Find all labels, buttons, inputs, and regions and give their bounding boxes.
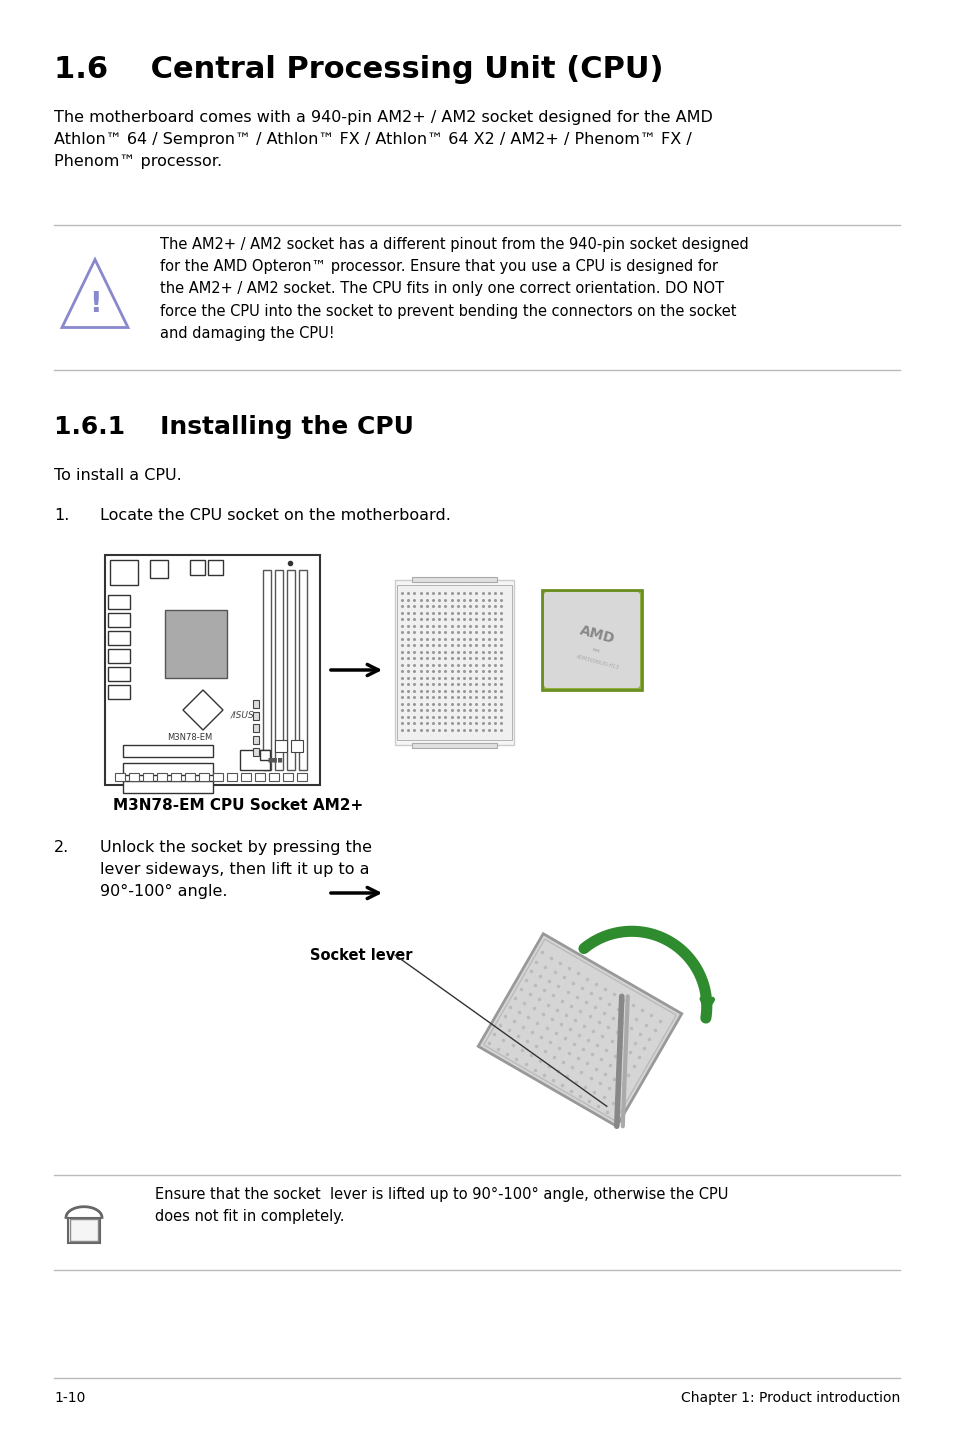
Bar [254, 774, 265, 781]
Bar [253, 723, 258, 732]
Bar [395, 580, 514, 745]
Bar [396, 585, 512, 741]
Bar [129, 774, 139, 781]
Text: AMD: AMD [578, 624, 616, 647]
Text: ■■■: ■■■ [267, 758, 283, 762]
Bar [157, 774, 167, 781]
Text: The AM2+ / AM2 socket has a different pinout from the 940-pin socket designed
fo: The AM2+ / AM2 socket has a different pi… [160, 237, 748, 341]
Bar [283, 774, 293, 781]
Bar [253, 736, 258, 743]
Bar [123, 781, 213, 792]
Text: 1.: 1. [54, 508, 70, 523]
Text: Unlock the socket by pressing the
lever sideways, then lift it up to a
90°-100° : Unlock the socket by pressing the lever … [100, 840, 372, 899]
Bar [150, 559, 168, 578]
FancyBboxPatch shape [543, 592, 639, 687]
Text: !: ! [89, 289, 101, 318]
Bar [287, 569, 294, 769]
Bar [227, 774, 236, 781]
Bar [253, 712, 258, 720]
Bar [108, 595, 130, 610]
Bar [115, 774, 125, 781]
Text: 1-10: 1-10 [54, 1391, 85, 1405]
Bar [123, 764, 213, 775]
Text: 1.6    Central Processing Unit (CPU): 1.6 Central Processing Unit (CPU) [54, 55, 662, 83]
Bar [123, 745, 213, 756]
Bar [110, 559, 138, 585]
Bar [541, 590, 641, 690]
Bar [108, 649, 130, 663]
Text: 1.6.1    Installing the CPU: 1.6.1 Installing the CPU [54, 416, 414, 439]
Text: Socket lever: Socket lever [310, 948, 412, 962]
Text: Ensure that the socket  lever is lifted up to 90°-100° angle, otherwise the CPU
: Ensure that the socket lever is lifted u… [154, 1186, 727, 1224]
Bar [208, 559, 223, 575]
Bar [253, 700, 258, 707]
Bar [108, 631, 130, 646]
Bar [213, 774, 223, 781]
Bar [185, 774, 194, 781]
Bar [70, 1218, 98, 1241]
Bar [412, 577, 497, 582]
Bar [68, 1218, 100, 1242]
Bar [240, 751, 270, 769]
Bar [165, 610, 227, 677]
Bar [108, 667, 130, 682]
Text: M3N78-EM: M3N78-EM [167, 733, 213, 742]
Text: ADM3006IUO-H13: ADM3006IUO-H13 [576, 654, 619, 670]
Bar [199, 774, 209, 781]
Bar [105, 555, 319, 785]
Polygon shape [477, 933, 681, 1126]
Bar [253, 748, 258, 756]
Text: /ISUS: /ISUS [231, 710, 254, 719]
Bar [190, 559, 205, 575]
Bar [274, 569, 283, 769]
Bar [296, 774, 307, 781]
Bar [108, 613, 130, 627]
Bar [143, 774, 152, 781]
Text: The motherboard comes with a 940-pin AM2+ / AM2 socket designed for the AMD
Athl: The motherboard comes with a 940-pin AM2… [54, 109, 712, 170]
Bar [263, 569, 271, 769]
Bar [412, 743, 497, 748]
Text: Chapter 1: Product introduction: Chapter 1: Product introduction [680, 1391, 899, 1405]
Bar [260, 751, 270, 761]
Bar [298, 569, 307, 769]
Bar [291, 741, 303, 752]
Text: To install a CPU.: To install a CPU. [54, 467, 182, 483]
Bar [269, 774, 278, 781]
Text: M3N78-EM CPU Socket AM2+: M3N78-EM CPU Socket AM2+ [112, 798, 363, 812]
Bar [241, 774, 251, 781]
Bar [108, 684, 130, 699]
Bar [171, 774, 181, 781]
Text: 2.: 2. [54, 840, 70, 856]
Text: Locate the CPU socket on the motherboard.: Locate the CPU socket on the motherboard… [100, 508, 451, 523]
Bar [274, 741, 287, 752]
Text: ™: ™ [588, 646, 600, 659]
